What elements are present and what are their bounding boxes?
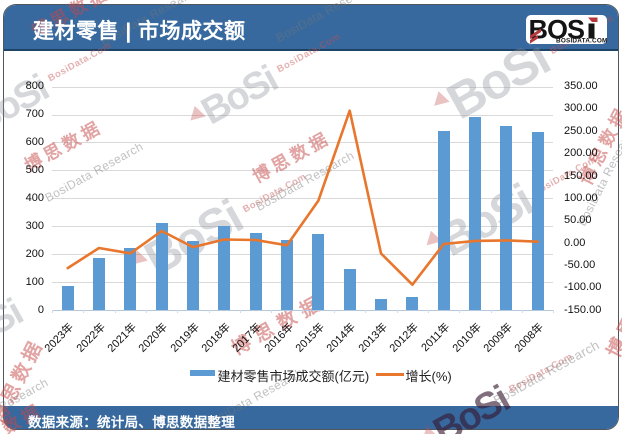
svg-text:BOSIDATA.COM: BOSIDATA.COM — [556, 37, 607, 44]
svg-text:BOS: BOS — [529, 15, 585, 44]
